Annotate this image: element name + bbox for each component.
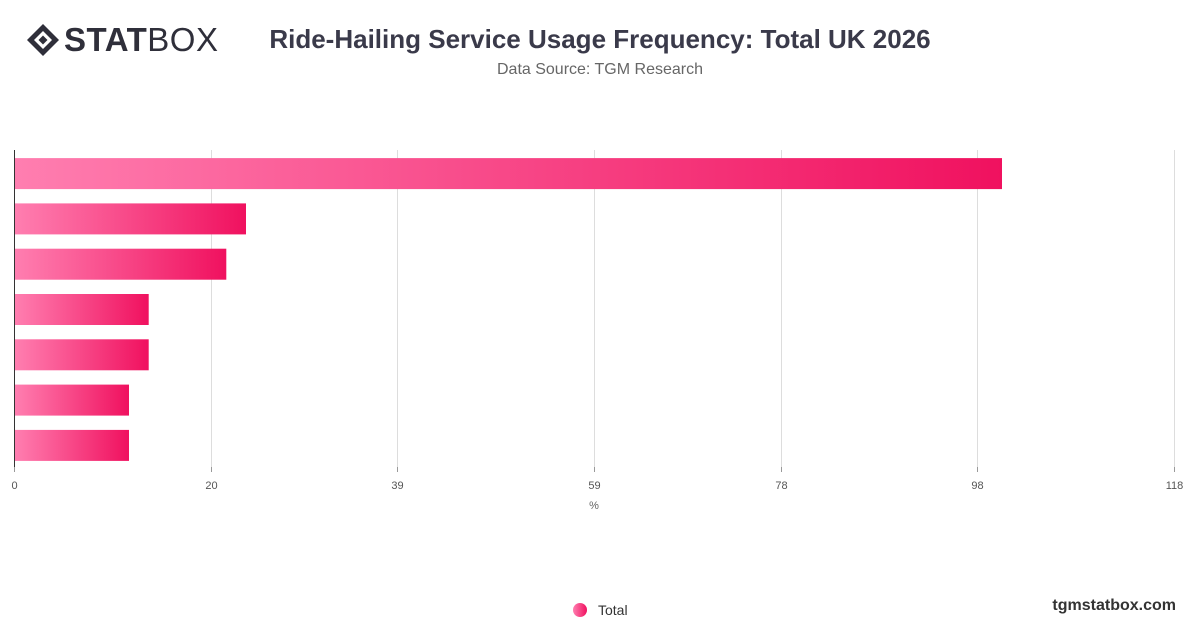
bar[interactable] [15, 294, 149, 325]
bars [15, 158, 1002, 461]
x-tick-label: 20 [205, 480, 217, 492]
x-tick-label: 78 [775, 480, 787, 492]
bar[interactable] [15, 339, 149, 371]
logo-text-bold: STAT [64, 21, 148, 58]
statbox-logo: STATBOX [26, 22, 218, 58]
x-tick-label: 59 [588, 480, 600, 492]
bar[interactable] [15, 158, 1002, 190]
x-tick-label: 39 [391, 480, 403, 492]
legend-label-total: Total [598, 602, 628, 618]
statbox-logo-text: STATBOX [64, 22, 218, 58]
x-tick-label: 0 [11, 480, 17, 492]
bar[interactable] [15, 248, 227, 280]
site-watermark: tgmstatbox.com [1052, 597, 1176, 614]
chart-subtitle: Data Source: TGM Research [496, 61, 703, 78]
logo-text-light: BOX [147, 21, 219, 58]
grid-lines [211, 150, 1175, 467]
x-axis: 0 20 39 59 78 98 118 [11, 150, 1183, 492]
chart-title: Ride-Hailing Service Usage Frequency: To… [269, 24, 931, 54]
bar[interactable] [15, 384, 129, 416]
bar[interactable] [15, 203, 246, 235]
statbox-logo-icon [27, 24, 59, 56]
bar[interactable] [15, 429, 129, 461]
x-tick-label: 118 [1166, 480, 1184, 492]
x-axis-title: % [589, 500, 599, 512]
legend[interactable]: Total [573, 602, 628, 618]
x-tick-label: 98 [971, 480, 983, 492]
legend-marker-icon [573, 603, 587, 617]
